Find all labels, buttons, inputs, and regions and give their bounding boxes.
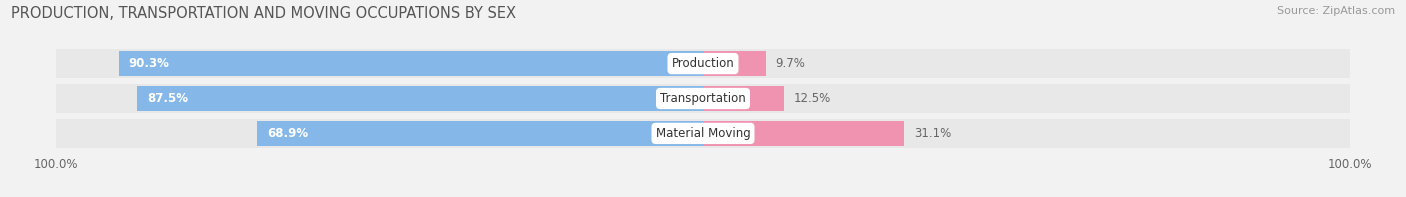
Text: Source: ZipAtlas.com: Source: ZipAtlas.com [1277,6,1395,16]
Text: 90.3%: 90.3% [129,57,170,70]
Text: 87.5%: 87.5% [146,92,188,105]
Bar [56,119,1350,148]
Text: 9.7%: 9.7% [776,57,806,70]
Legend: Male, Female: Male, Female [636,193,770,197]
Text: Transportation: Transportation [661,92,745,105]
Bar [703,121,904,146]
Bar [703,51,766,76]
Bar [138,86,703,111]
Bar [56,49,1350,78]
Bar [703,86,785,111]
Text: PRODUCTION, TRANSPORTATION AND MOVING OCCUPATIONS BY SEX: PRODUCTION, TRANSPORTATION AND MOVING OC… [11,6,516,21]
Text: 12.5%: 12.5% [793,92,831,105]
Text: Production: Production [672,57,734,70]
Text: 68.9%: 68.9% [267,127,308,140]
Bar [257,121,703,146]
Text: 31.1%: 31.1% [914,127,950,140]
Bar [120,51,703,76]
Text: Material Moving: Material Moving [655,127,751,140]
Bar [56,84,1350,113]
